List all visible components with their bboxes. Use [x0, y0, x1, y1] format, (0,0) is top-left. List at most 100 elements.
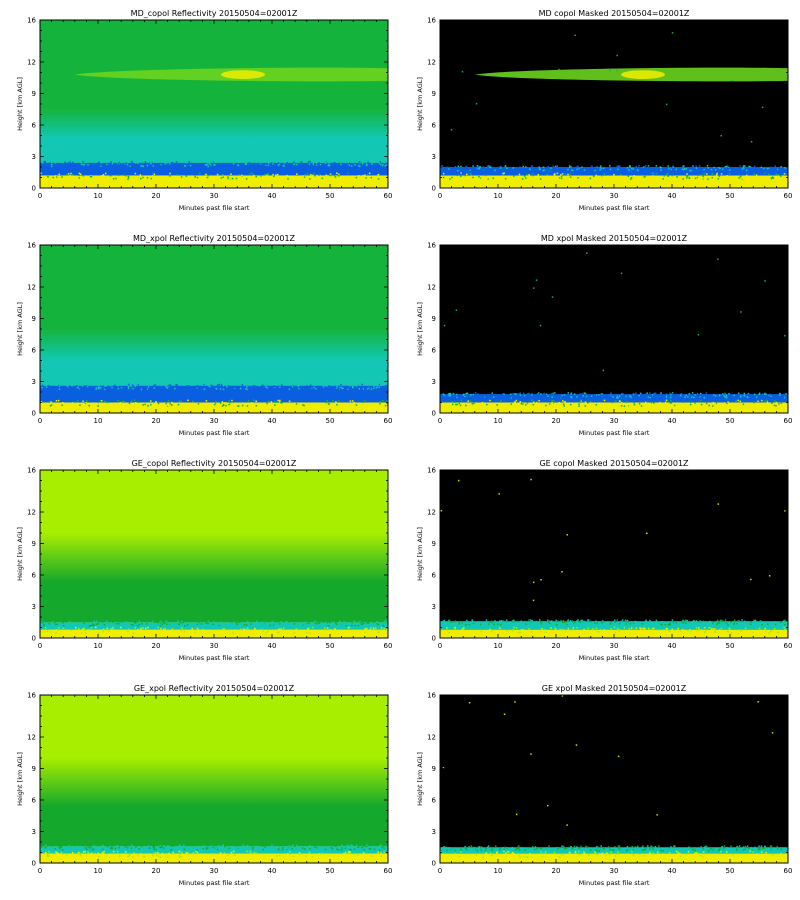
speckle — [311, 630, 314, 633]
speckle — [473, 856, 475, 858]
speckle — [487, 405, 490, 407]
speckle — [268, 846, 270, 848]
speckle — [203, 388, 206, 391]
speckle — [230, 173, 232, 175]
speckle — [668, 855, 671, 858]
speckle — [318, 162, 320, 164]
speckle — [56, 384, 58, 386]
x-tick-label: 20 — [152, 867, 161, 875]
speckle — [473, 402, 475, 405]
speckle — [518, 173, 521, 176]
speckle — [207, 384, 210, 387]
speckle — [746, 396, 749, 398]
speckle-noise — [40, 844, 388, 858]
speckle — [226, 856, 229, 858]
speckle — [468, 395, 471, 398]
speckle — [242, 854, 245, 856]
speckle — [129, 165, 131, 167]
speckle — [365, 163, 368, 165]
speckle — [134, 385, 136, 388]
speckle — [751, 847, 754, 850]
speckle — [66, 385, 69, 388]
speckle — [61, 404, 63, 406]
speckle — [212, 161, 214, 163]
speckle — [740, 174, 742, 177]
speckle — [529, 168, 531, 170]
speckle — [574, 621, 576, 623]
speckle — [541, 628, 543, 630]
speckle — [471, 403, 474, 405]
speckle — [471, 620, 474, 622]
speckle — [255, 852, 257, 854]
speckle — [735, 400, 737, 403]
y-tick-label: 9 — [432, 765, 436, 773]
speckle — [522, 165, 525, 168]
speckle — [255, 845, 258, 848]
speckle — [50, 631, 52, 633]
speckle — [713, 847, 715, 849]
speckle — [275, 174, 277, 176]
speckle — [40, 847, 43, 850]
speckle — [269, 403, 272, 405]
speckle — [57, 623, 59, 625]
speckle — [382, 853, 385, 856]
speckle — [786, 173, 788, 175]
speckle — [625, 395, 627, 398]
speckle — [485, 619, 488, 621]
speckle — [688, 177, 691, 180]
speckle — [540, 578, 542, 581]
speckle — [571, 169, 574, 172]
speckle — [385, 620, 387, 622]
speckle — [227, 384, 230, 387]
speckle — [105, 853, 108, 855]
speckle — [277, 162, 280, 164]
speckle — [564, 631, 567, 633]
speckle — [249, 852, 252, 854]
x-tick-label: 40 — [268, 192, 277, 200]
speckle — [536, 622, 539, 625]
speckle — [707, 396, 709, 398]
speckle — [779, 392, 781, 395]
x-tick-label: 10 — [94, 867, 103, 875]
x-tick-label: 50 — [326, 417, 335, 425]
speckle — [566, 623, 568, 626]
speckle — [237, 625, 239, 627]
speckle — [176, 384, 178, 386]
speckle — [625, 623, 627, 625]
speckle — [516, 169, 519, 172]
speckle — [477, 166, 479, 169]
speckle — [161, 852, 164, 855]
speckle — [571, 629, 573, 631]
speckle — [783, 393, 785, 396]
speckle — [749, 854, 751, 857]
speckle — [48, 850, 50, 853]
speckle — [508, 396, 510, 399]
speckle — [567, 623, 569, 625]
speckle — [367, 161, 369, 164]
speckle — [587, 627, 589, 629]
speckle — [122, 631, 125, 633]
speckle — [207, 620, 209, 622]
speckle — [758, 845, 760, 847]
speckle — [125, 623, 128, 625]
speckle — [450, 393, 453, 396]
speckle — [667, 623, 670, 626]
speckle — [247, 163, 249, 165]
speckle — [569, 169, 572, 172]
speckle — [180, 400, 182, 403]
speckle — [197, 853, 200, 856]
speckle — [223, 628, 226, 630]
speckle — [647, 846, 649, 849]
speckle — [638, 402, 641, 405]
speckle — [203, 383, 205, 386]
speckle — [573, 845, 576, 848]
speckle — [180, 630, 182, 632]
speckle — [597, 396, 600, 399]
speckle — [724, 849, 727, 852]
speckle — [313, 384, 315, 386]
speckle — [512, 620, 515, 623]
speckle — [75, 844, 78, 847]
speckle — [362, 403, 365, 405]
speckle — [644, 401, 647, 404]
speckle — [630, 849, 633, 851]
